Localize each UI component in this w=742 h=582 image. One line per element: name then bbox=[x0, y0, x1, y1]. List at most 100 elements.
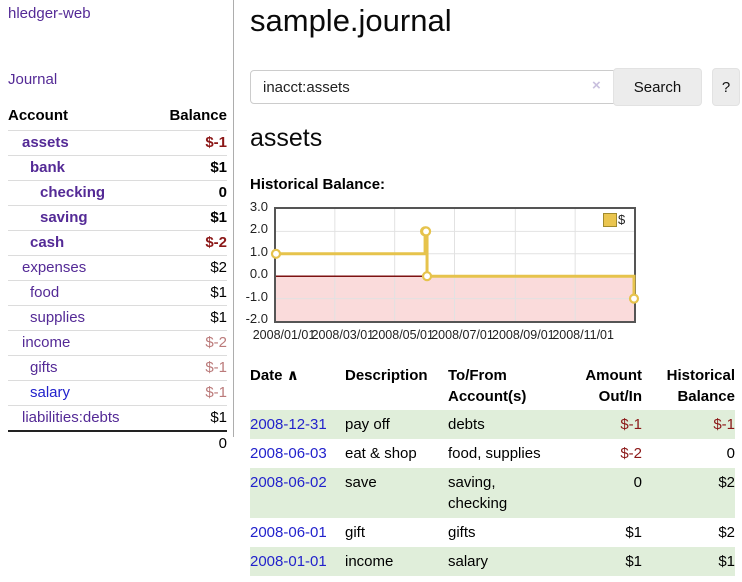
transaction-amount: $1 bbox=[625, 553, 642, 570]
account-row-bank: bank $1 bbox=[8, 155, 227, 181]
accounts-column-header: To/From Account(s) bbox=[448, 367, 527, 405]
register-row: 2008-01-01 income salary $1 $1 bbox=[250, 547, 735, 576]
x-axis-tick: 2008/11/01 bbox=[552, 328, 614, 342]
account-link-expenses[interactable]: expenses bbox=[22, 259, 87, 276]
account-row-supplies: supplies $1 bbox=[8, 305, 227, 331]
description-column-header: Description bbox=[345, 367, 428, 384]
account-balance: $1 bbox=[210, 159, 227, 176]
y-axis-tick: -2.0 bbox=[245, 311, 268, 326]
y-axis-tick: 2.0 bbox=[249, 221, 268, 237]
account-row-cash: cash $-2 bbox=[8, 230, 227, 256]
balance-column-header: Historical Balance bbox=[666, 367, 735, 405]
clear-search-icon[interactable]: × bbox=[592, 77, 601, 94]
account-row-income: income $-2 bbox=[8, 330, 227, 356]
sort-ascending-icon: ∧ bbox=[286, 367, 299, 384]
account-link-bank[interactable]: bank bbox=[30, 159, 66, 176]
historical-balance-chart bbox=[270, 207, 640, 323]
transaction-date-link[interactable]: 2008-06-03 bbox=[250, 445, 327, 462]
transaction-balance: $1 bbox=[718, 553, 735, 570]
transaction-balance: $2 bbox=[718, 474, 735, 491]
account-link-saving[interactable]: saving bbox=[40, 209, 88, 226]
account-row-salary: salary $-1 bbox=[8, 380, 227, 406]
accounts-header-row: Account Balance bbox=[8, 103, 227, 131]
account-balance: $-2 bbox=[205, 234, 227, 251]
transaction-balance: $-1 bbox=[713, 416, 735, 433]
date-column-header[interactable]: Date ∧ bbox=[250, 367, 299, 384]
accounts-table: Account Balance assets $-1 bank $1 check… bbox=[8, 103, 227, 456]
nav-journal-link[interactable]: Journal bbox=[8, 71, 58, 88]
x-axis-tick: 2008/07/01 bbox=[431, 328, 494, 342]
register-table: Date ∧ Description To/From Account(s) Am… bbox=[250, 362, 735, 576]
accounts-total-balance: 0 bbox=[218, 435, 227, 452]
transaction-accounts: food, supplies bbox=[448, 445, 541, 462]
transaction-description: pay off bbox=[345, 416, 390, 433]
y-axis-tick: 3.0 bbox=[249, 199, 268, 214]
transaction-date-link[interactable]: 2008-06-02 bbox=[250, 474, 327, 491]
account-row-gifts: gifts $-1 bbox=[8, 355, 227, 381]
accounts-total-row: 0 bbox=[8, 431, 227, 456]
account-link-salary[interactable]: salary bbox=[30, 384, 71, 401]
account-balance: $2 bbox=[210, 259, 227, 276]
account-row-expenses: expenses $2 bbox=[8, 255, 227, 281]
account-link-liabilities-debts[interactable]: liabilities:debts bbox=[22, 409, 120, 426]
account-balance: $-1 bbox=[205, 359, 227, 376]
legend-swatch-icon bbox=[603, 212, 617, 227]
register-row: 2008-12-31 pay off debts $-1 $-1 bbox=[250, 410, 735, 439]
x-axis-tick: 2008/03/01 bbox=[311, 328, 375, 342]
transaction-amount: 0 bbox=[633, 474, 642, 491]
transaction-accounts: salary bbox=[448, 553, 489, 570]
register-header-row: Date ∧ Description To/From Account(s) Am… bbox=[250, 362, 735, 410]
account-column-header: Account bbox=[8, 107, 68, 124]
account-balance: $1 bbox=[210, 284, 227, 301]
transaction-accounts: gifts bbox=[448, 524, 476, 541]
brand-link[interactable]: hledger-web bbox=[8, 5, 91, 22]
y-axis-tick: 1.0 bbox=[249, 243, 268, 259]
transaction-accounts: debts bbox=[448, 416, 485, 433]
account-link-income[interactable]: income bbox=[22, 334, 71, 351]
account-row-liabilities-debts: liabilities:debts $1 bbox=[8, 405, 227, 432]
transaction-description: income bbox=[345, 553, 394, 570]
account-heading: assets bbox=[250, 124, 323, 152]
x-axis-tick: 2008/05/01 bbox=[371, 328, 434, 342]
y-axis-tick: -1.0 bbox=[245, 288, 268, 304]
account-row-food: food $1 bbox=[8, 280, 227, 306]
account-row-assets: assets $-1 bbox=[8, 130, 227, 156]
account-link-assets[interactable]: assets bbox=[22, 134, 69, 151]
help-button[interactable]: ? bbox=[712, 68, 740, 106]
account-link-supplies[interactable]: supplies bbox=[30, 309, 86, 326]
transaction-description: eat & shop bbox=[345, 445, 417, 462]
register-row: 2008-06-03 eat & shop food, supplies $-2… bbox=[250, 439, 735, 468]
account-balance: $1 bbox=[210, 409, 227, 426]
account-balance: $1 bbox=[210, 209, 227, 226]
account-link-cash[interactable]: cash bbox=[30, 234, 65, 251]
account-balance: $1 bbox=[210, 309, 227, 326]
account-balance: $-1 bbox=[205, 384, 227, 401]
transaction-amount: $-1 bbox=[620, 416, 642, 433]
transaction-balance: $2 bbox=[718, 524, 735, 541]
transaction-date-link[interactable]: 2008-01-01 bbox=[250, 553, 327, 570]
account-link-gifts[interactable]: gifts bbox=[30, 359, 58, 376]
chart-legend: $ bbox=[603, 212, 625, 227]
page-title: sample.journal bbox=[250, 3, 452, 38]
account-balance: $-1 bbox=[205, 134, 227, 151]
chart-title: Historical Balance: bbox=[250, 176, 386, 193]
x-axis-tick: 2008/01/01 bbox=[252, 328, 316, 342]
transaction-accounts: saving, checking bbox=[448, 474, 508, 512]
account-link-checking[interactable]: checking bbox=[40, 184, 106, 201]
y-axis-tick: 0.0 bbox=[249, 266, 268, 282]
account-balance: $-2 bbox=[205, 334, 227, 351]
register-row: 2008-06-02 save saving, checking 0 $2 bbox=[250, 468, 735, 518]
account-link-food[interactable]: food bbox=[30, 284, 60, 301]
transaction-date-link[interactable]: 2008-06-01 bbox=[250, 524, 327, 541]
transaction-date-link[interactable]: 2008-12-31 bbox=[250, 416, 327, 433]
transaction-amount: $1 bbox=[625, 524, 642, 541]
transaction-balance: 0 bbox=[726, 445, 735, 462]
account-balance: 0 bbox=[218, 184, 227, 201]
search-button[interactable]: Search bbox=[613, 68, 702, 106]
search-input[interactable] bbox=[250, 70, 624, 104]
transaction-amount: $-2 bbox=[620, 445, 642, 462]
amount-column-header: Amount Out/In bbox=[585, 367, 642, 405]
register-row: 2008-06-01 gift gifts $1 $2 bbox=[250, 518, 735, 547]
account-row-saving: saving $1 bbox=[8, 205, 227, 231]
